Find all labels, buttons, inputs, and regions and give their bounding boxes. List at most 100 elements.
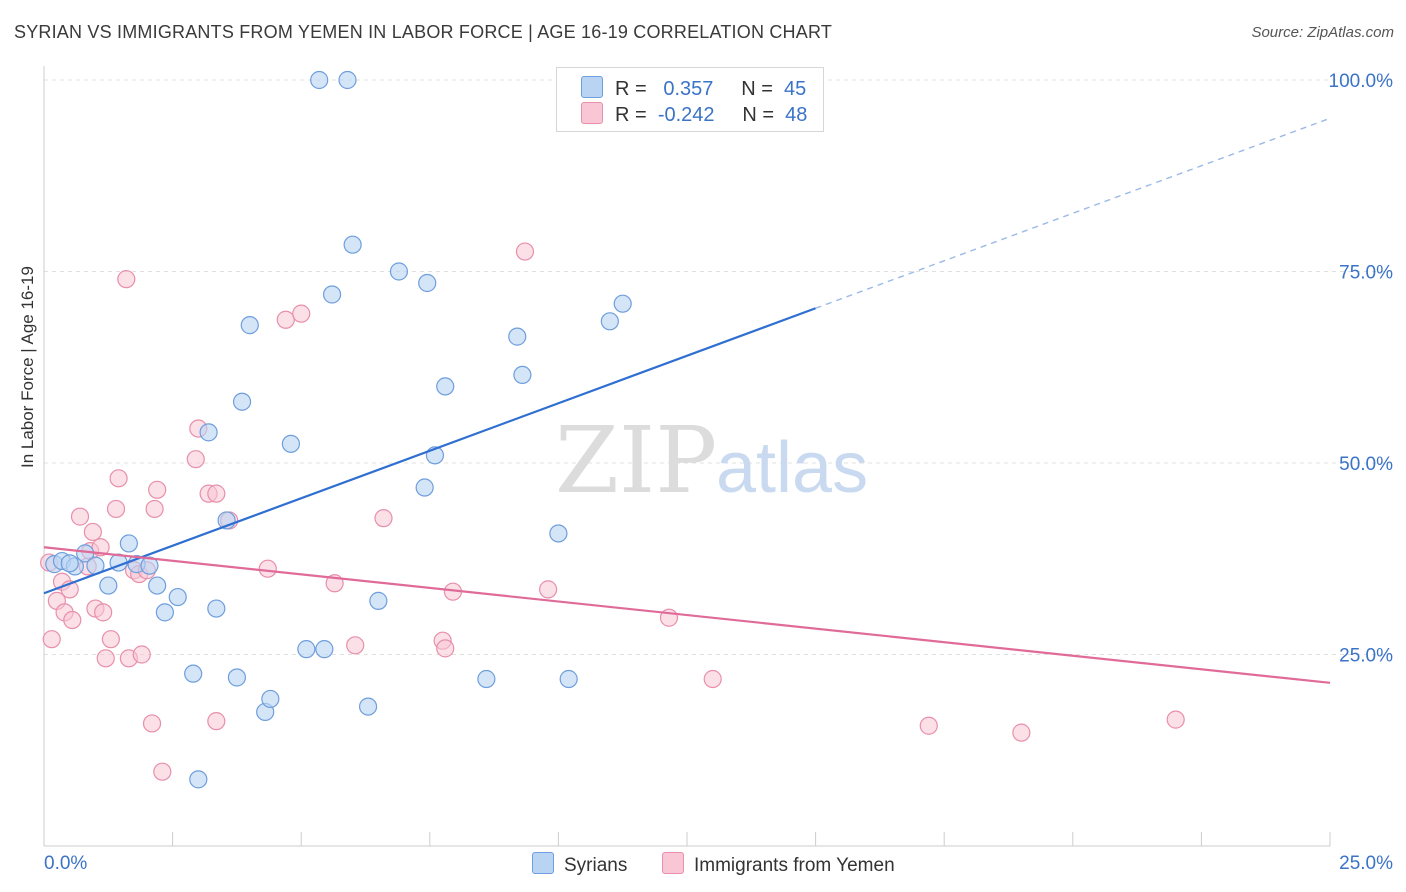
syrian-point <box>315 640 334 659</box>
syrian-point <box>189 770 208 789</box>
yemen-point <box>346 636 365 655</box>
syrian-point <box>240 316 259 335</box>
yemen-trend-line <box>43 546 1331 684</box>
yemen-point <box>374 509 393 528</box>
yemen-point <box>132 645 151 664</box>
chart-title: SYRIAN VS IMMIGRANTS FROM YEMEN IN LABOR… <box>14 22 833 42</box>
yemen-point <box>436 639 455 658</box>
syrians-swatch-icon <box>532 852 554 874</box>
watermark-atlas: atlas <box>716 428 868 508</box>
legend-row-yemen: R = -0.242 N = 48 <box>581 102 807 126</box>
syrian-point <box>155 603 174 622</box>
yemen-point <box>91 538 110 557</box>
syrian-point <box>338 70 357 90</box>
legend-r-label: R = <box>615 78 647 100</box>
bottom-legend-syrians: Syrians <box>532 852 627 877</box>
syrian-point <box>477 669 496 689</box>
syrian-point <box>199 423 218 442</box>
yemen-swatch-icon <box>662 852 684 874</box>
syrian-point <box>261 689 280 709</box>
source-label: Source: ZipAtlas.com <box>1251 24 1394 41</box>
trend-lines <box>43 117 1331 684</box>
y-tick-label: 50.0% <box>1339 454 1393 475</box>
syrian-point <box>549 524 568 543</box>
axes <box>43 66 1331 847</box>
yemen-point <box>515 242 535 261</box>
syrian-point <box>415 478 434 497</box>
series-syrian-points <box>45 70 632 789</box>
yemen-point <box>70 507 90 526</box>
y-tick-label: 100.0% <box>1329 71 1394 92</box>
syrian-point <box>358 697 378 716</box>
legend-box: R = 0.357 N = 45 R = -0.242 N = 48 <box>556 67 824 132</box>
yemen-point <box>109 469 128 488</box>
legend-n-value: 45 <box>784 78 807 100</box>
watermark: ZIP atlas <box>555 407 868 514</box>
syrian-point <box>99 576 118 595</box>
syrian-point <box>281 434 301 453</box>
y-tick-label: 75.0% <box>1339 263 1393 284</box>
syrian-point <box>369 591 388 610</box>
yemen-point <box>96 649 115 668</box>
yemen-point <box>42 630 61 649</box>
syrian-point <box>184 664 203 683</box>
yemen-point <box>106 499 126 519</box>
syrian-point <box>508 327 527 346</box>
syrian-point <box>60 554 79 573</box>
yemen-point <box>186 450 205 469</box>
syrian-point <box>436 377 455 396</box>
yemen-point <box>292 304 311 323</box>
syrian-trend-line <box>43 307 816 595</box>
y-tick-label: 25.0% <box>1339 646 1393 667</box>
x-tick-label: 0.0% <box>44 853 87 874</box>
legend-row-syrians: R = 0.357 N = 45 <box>581 76 806 100</box>
yemen-point <box>148 480 167 499</box>
legend-r-value: -0.242 <box>657 104 715 126</box>
syrian-point <box>310 70 329 90</box>
syrian-point <box>418 273 437 293</box>
syrian-point <box>119 534 138 553</box>
yemen-point <box>63 610 82 630</box>
syrian-point <box>148 576 167 595</box>
legend-n-label: N = <box>742 104 775 126</box>
legend-n-value: 48 <box>785 104 808 126</box>
yemen-point <box>153 762 172 781</box>
yemen-point <box>117 270 136 289</box>
tick-labels: 25.0% 50.0% 75.0% 100.0% 0.0% 25.0% <box>44 71 1393 874</box>
syrian-trend-extension <box>815 117 1331 309</box>
syrian-point <box>559 669 578 689</box>
x-tick-label: 25.0% <box>1339 853 1393 874</box>
y-axis-label: In Labor Force | Age 16-19 <box>18 266 37 468</box>
syrian-point <box>227 668 246 687</box>
legend-r-label: R = <box>615 104 647 126</box>
legend-n-label: N = <box>741 78 773 100</box>
syrian-point <box>343 235 362 254</box>
yemen-point <box>703 669 722 689</box>
syrian-point <box>207 599 226 618</box>
watermark-zip: ZIP <box>555 407 717 514</box>
syrian-point <box>613 294 632 313</box>
syrian-point <box>140 556 159 575</box>
yemen-point <box>145 499 164 519</box>
syrian-point <box>322 285 342 304</box>
yemen-point <box>83 522 102 542</box>
yemen-point <box>207 712 226 731</box>
legend-r-value: 0.357 <box>663 78 714 100</box>
yemen-point <box>258 559 277 578</box>
bottom-legend-yemen: Immigrants from Yemen <box>662 852 895 877</box>
yemen-swatch-icon <box>581 102 603 124</box>
syrian-point <box>232 392 252 411</box>
syrian-point <box>389 262 409 281</box>
yemen-point <box>207 484 226 503</box>
syrian-point <box>168 587 187 607</box>
yemen-point <box>539 580 558 599</box>
yemen-point <box>101 630 120 649</box>
syrian-point <box>297 640 316 659</box>
syrian-point <box>513 365 532 385</box>
bottom-legend-label: Syrians <box>564 855 628 876</box>
yemen-point <box>1166 710 1185 729</box>
yemen-point <box>919 716 938 735</box>
bottom-legend-label: Immigrants from Yemen <box>694 855 895 876</box>
yemen-point <box>142 714 162 733</box>
